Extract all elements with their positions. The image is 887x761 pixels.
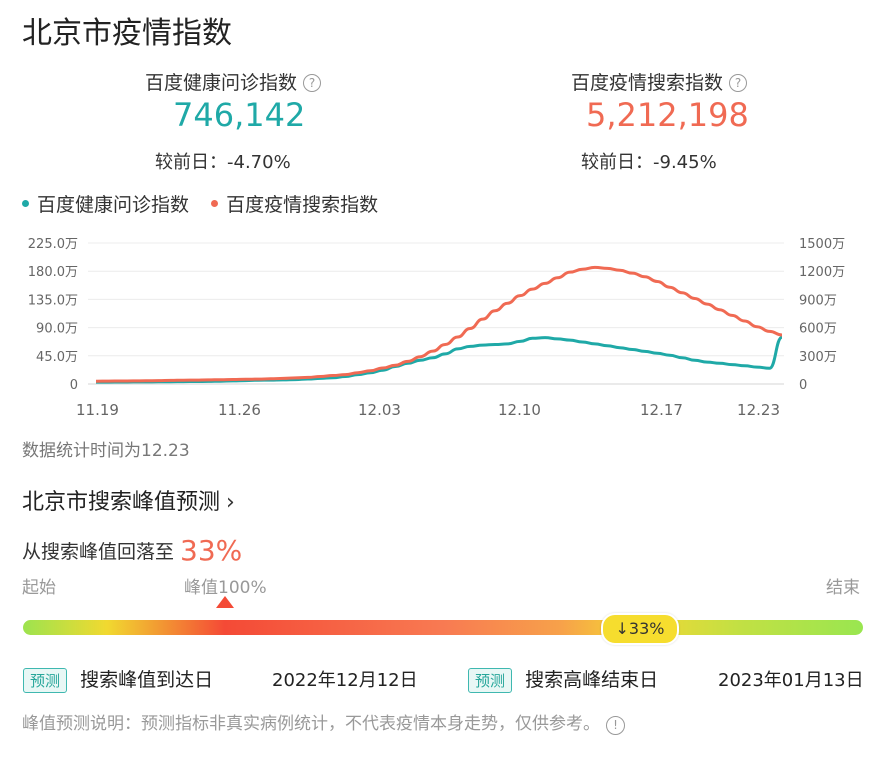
- right-axis-tick: 600万: [799, 322, 837, 337]
- trend-chart: 225.0万 1500万 180.0万 1200万 135.0万 900万 90.0万 600…: [28, 237, 845, 419]
- fall-back-label: 从搜索峰值回落至: [22, 541, 175, 563]
- health-change-value: -4.70%: [227, 152, 291, 173]
- right-axis-tick: 0: [799, 378, 807, 393]
- left-axis-tick: 90.0万: [36, 322, 78, 337]
- search-index-label-text: 百度疫情搜索指数: [571, 72, 724, 94]
- question-icon[interactable]: ?: [303, 74, 322, 92]
- legend-item-search[interactable]: 百度疫情搜索指数: [211, 194, 378, 216]
- left-axis-tick: 180.0万: [28, 265, 78, 280]
- legend-label-health: 百度健康问诊指数: [37, 194, 190, 216]
- prediction-tag: 预测: [23, 668, 68, 693]
- health-index-label: 百度健康问诊指数?: [145, 68, 322, 95]
- peak-marker-icon: [216, 596, 234, 608]
- x-axis-tick: 12.10: [498, 401, 541, 419]
- info-icon[interactable]: !: [606, 716, 625, 735]
- search-index-label: 百度疫情搜索指数?: [571, 68, 748, 95]
- left-axis-tick: 225.0万: [28, 237, 78, 252]
- disclaimer-text: 峰值预测说明：预测指标非真实病例统计，不代表疫情本身走势，仅供参考。: [22, 714, 600, 734]
- chart-legend: 百度健康问诊指数 百度疫情搜索指数: [22, 190, 394, 217]
- legend-item-health[interactable]: 百度健康问诊指数: [22, 194, 189, 216]
- x-axis-tick: 11.19: [76, 401, 119, 419]
- search-change-value: -9.45%: [653, 152, 717, 173]
- health-index-label-text: 百度健康问诊指数: [145, 72, 298, 94]
- prediction-progress-bar: [23, 620, 863, 635]
- end-date-value: 2023年01月13日: [718, 670, 864, 691]
- prediction-disclaimer: 峰值预测说明：预测指标非真实病例统计，不代表疫情本身走势，仅供参考。!: [22, 709, 625, 735]
- right-axis-tick: 1500万: [799, 237, 845, 252]
- x-axis-tick: 12.17: [640, 401, 683, 419]
- peak-prediction-title-text: 北京市搜索峰值预测: [22, 490, 221, 515]
- page-title: 北京市疫情指数: [22, 16, 232, 51]
- health-index-line: [96, 335, 783, 384]
- legend-dot-health: [22, 200, 29, 207]
- search-index-line: [95, 265, 783, 383]
- scale-peak-label: 峰值100%: [184, 578, 267, 598]
- peak-date-row: 预测 搜索峰值到达日: [23, 665, 213, 693]
- right-axis-tick: 300万: [799, 350, 837, 365]
- left-axis-tick: 0: [70, 378, 78, 393]
- peak-prediction-title[interactable]: 北京市搜索峰值预测 ›: [22, 484, 235, 516]
- legend-dot-search: [211, 200, 219, 207]
- left-axis-tick: 45.0万: [36, 350, 78, 365]
- fall-back-text: 从搜索峰值回落至 33%: [22, 534, 242, 567]
- search-change-label: 较前日：: [581, 152, 653, 173]
- fall-back-value: 33%: [180, 534, 243, 567]
- legend-label-search: 百度疫情搜索指数: [226, 194, 379, 216]
- prediction-tag: 预测: [468, 668, 513, 693]
- scale-end-label: 结束: [826, 578, 860, 598]
- right-axis-tick: 900万: [799, 293, 837, 308]
- end-date-row: 预测 搜索高峰结束日: [468, 665, 658, 693]
- health-change-label: 较前日：: [155, 152, 227, 173]
- x-axis-tick: 11.26: [218, 401, 261, 419]
- x-axis-tick: 12.23: [737, 401, 780, 419]
- health-index-value: 746,142: [173, 96, 306, 134]
- health-index-change: 较前日：-4.70%: [155, 148, 291, 174]
- current-level-badge: ↓33%: [601, 613, 679, 645]
- stat-time-note: 数据统计时间为12.23: [22, 441, 190, 461]
- left-axis-tick: 135.0万: [28, 293, 78, 308]
- end-date-label: 搜索高峰结束日: [525, 669, 659, 691]
- search-index-value: 5,212,198: [586, 96, 749, 134]
- right-axis-tick: 1200万: [799, 265, 845, 280]
- x-axis-tick: 12.03: [358, 401, 401, 419]
- question-icon[interactable]: ?: [729, 74, 748, 92]
- chevron-right-icon: ›: [226, 490, 235, 515]
- peak-date-label: 搜索峰值到达日: [80, 669, 214, 691]
- scale-start-label: 起始: [22, 578, 56, 598]
- peak-date-value: 2022年12月12日: [272, 670, 418, 691]
- search-index-change: 较前日：-9.45%: [581, 148, 717, 174]
